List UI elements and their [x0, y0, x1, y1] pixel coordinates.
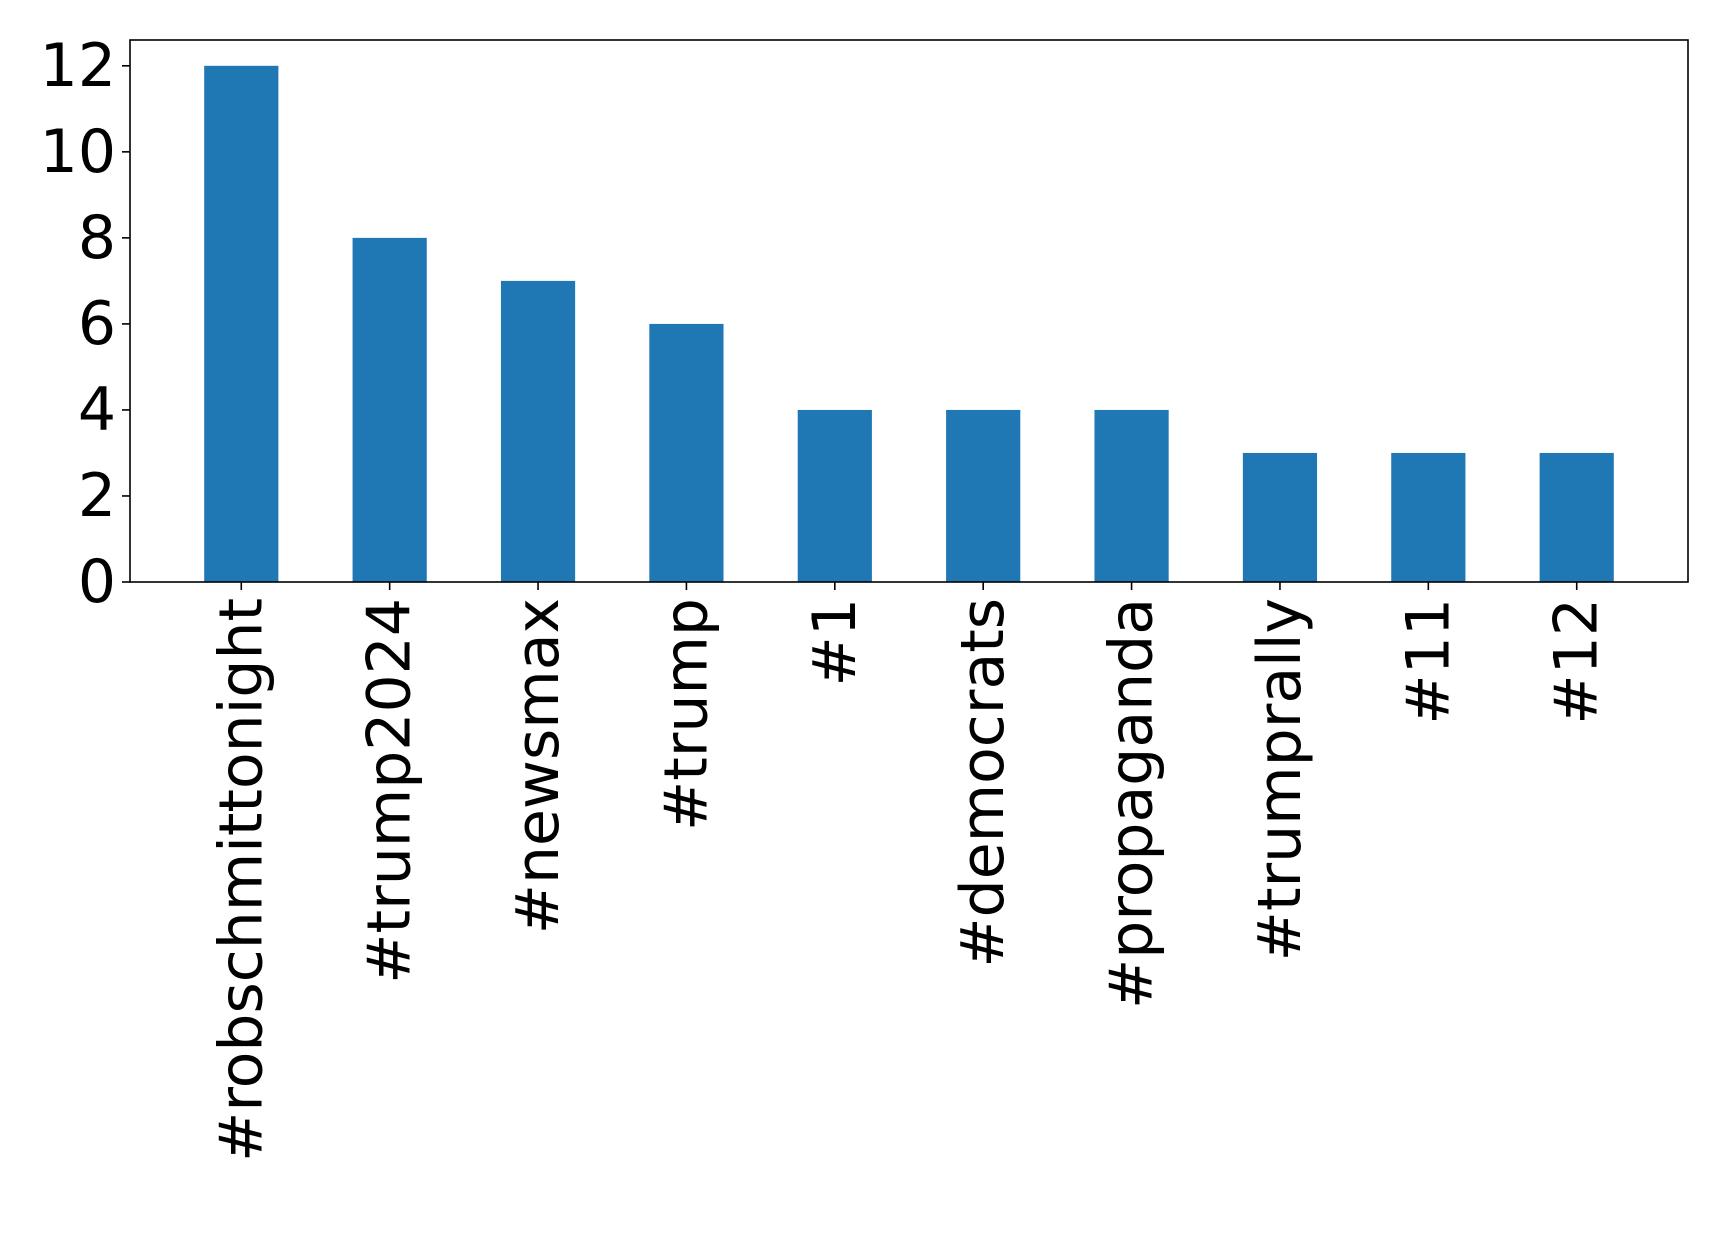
x-tick-label-trump2024: #trump2024 [355, 598, 425, 984]
y-tick-label-0: 0 [78, 547, 116, 617]
bar-propaganda [1094, 409, 1169, 582]
x-tick-label-propaganda: #propaganda [1097, 598, 1167, 1009]
x-tick-label-newsmax: #newsmax [503, 598, 573, 934]
bar-trumprally [1242, 452, 1318, 582]
bar-trump [649, 323, 724, 582]
y-tick-label-12: 12 [40, 31, 116, 101]
x-tick-label-robschmittonight: #robschmittonight [206, 598, 276, 1162]
y-tick-label-8: 8 [78, 203, 116, 273]
bar-11 [1391, 452, 1466, 582]
y-tick-label-2: 2 [78, 461, 116, 531]
x-tick-label-12: #12 [1542, 598, 1612, 725]
y-tick-label-6: 6 [78, 289, 116, 359]
bar-democrats [946, 409, 1021, 582]
bar-1 [797, 409, 872, 582]
bar-12 [1539, 452, 1614, 582]
y-tick-label-4: 4 [78, 375, 116, 445]
bar-robschmittonight [204, 65, 279, 583]
plot-frame [129, 39, 1689, 583]
bar-trump2024 [352, 237, 427, 582]
x-tick-label-trumprally: #trumprally [1245, 598, 1315, 961]
x-axis: #robschmittonight #trump2024 #newsmax #trum… [206, 582, 1612, 1162]
bars-group [204, 65, 1614, 583]
y-tick-label-10: 10 [40, 117, 116, 187]
y-axis: 0 2 4 6 8 10 12 [40, 31, 130, 617]
x-tick-label-democrats: #democrats [948, 598, 1018, 968]
x-tick-label-1: #1 [800, 598, 870, 686]
bar-newsmax [500, 280, 576, 582]
x-tick-label-trump: #trump [651, 598, 721, 831]
x-tick-label-11: #11 [1393, 598, 1463, 725]
